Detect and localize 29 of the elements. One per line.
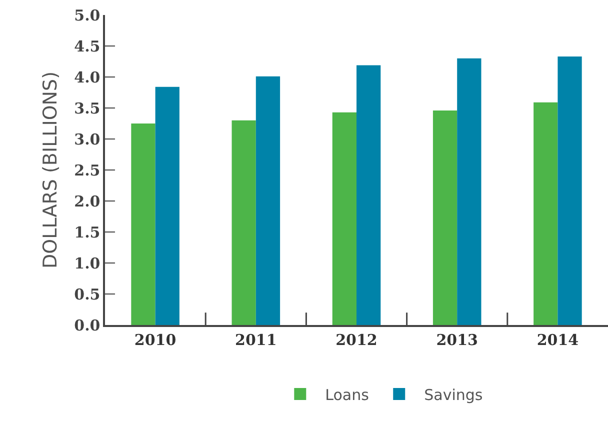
y-axis-title: DOLLARS (BILLIONS) [39,72,62,268]
y-tick-label: 1.5 [74,223,100,242]
bar [232,120,256,325]
y-tick-label: 4.0 [74,68,100,86]
bar [457,58,482,325]
y-tick-label: 2.5 [74,161,100,180]
y-tick-label: 0.0 [74,316,100,334]
x-tick-label: 2014 [536,331,579,349]
y-tick-label: 1.0 [74,254,100,272]
x-tick-label: 2011 [235,331,277,349]
bar [356,65,381,325]
bar [558,56,582,325]
bar [256,76,280,325]
y-tick-label: 5.0 [74,6,100,24]
legend-label: Loans [325,386,370,404]
bar [155,86,180,325]
bar [332,112,356,325]
x-tick-label: 2012 [336,331,378,349]
legend-label: Savings [424,386,483,404]
y-tick-label: 4.5 [74,37,100,56]
y-tick-label: 3.5 [74,99,100,118]
x-tick-label: 2013 [436,331,478,349]
x-tick-label: 2010 [134,331,176,349]
bar [131,124,156,325]
y-tick-label: 3.0 [74,130,100,148]
y-tick-label: 2.0 [74,192,100,210]
bar [432,110,458,325]
y-tick-label: 0.5 [74,285,100,304]
bar [534,102,558,325]
